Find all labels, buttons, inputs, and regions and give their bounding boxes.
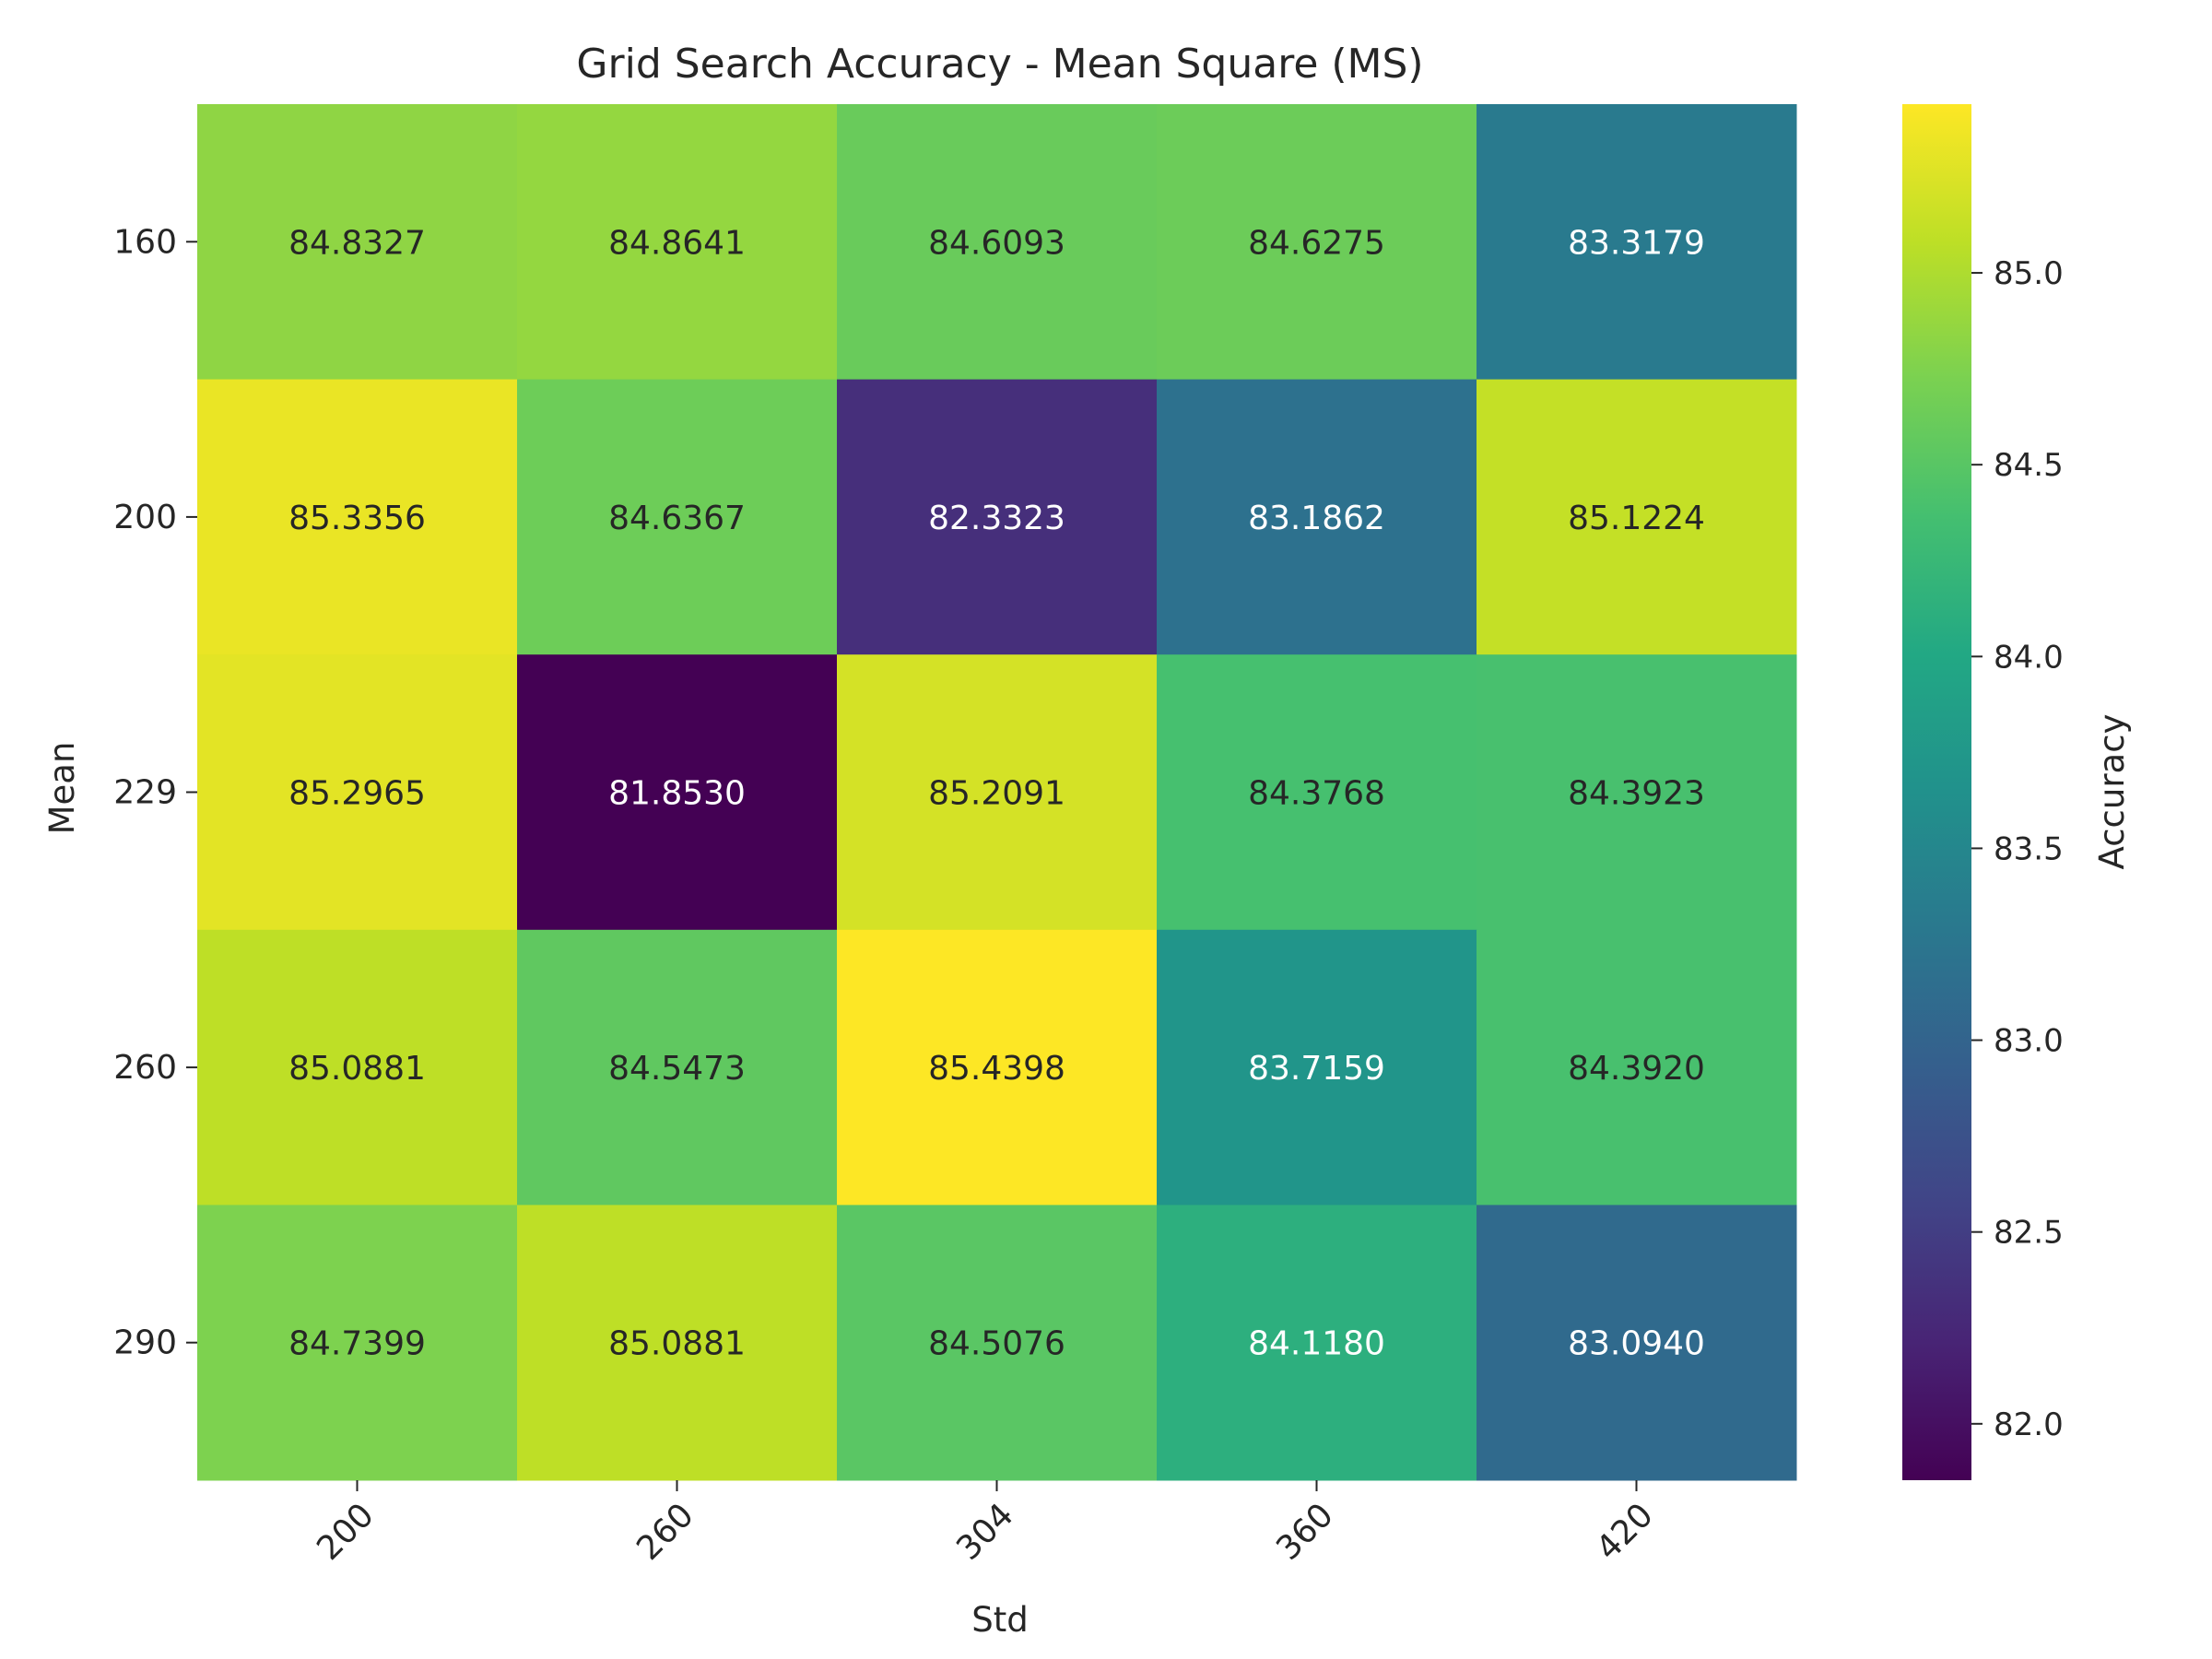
y-tick-label: 260: [113, 1049, 177, 1087]
heatmap-cell: [517, 379, 838, 655]
heatmap-cell: [517, 104, 838, 381]
cell-value-label: 84.6367: [608, 500, 746, 537]
cell-value-label: 85.2091: [928, 775, 1065, 813]
cell-value-label: 85.0881: [288, 1050, 426, 1088]
colorbar-tick-label: 82.0: [1994, 1406, 2064, 1443]
cell-value-label: 83.7159: [1248, 1050, 1385, 1088]
heatmap-cell: [197, 929, 518, 1206]
y-tick-label: 200: [113, 499, 177, 536]
cell-value-label: 84.3768: [1248, 775, 1385, 813]
cell-value-label: 84.3923: [1568, 775, 1705, 813]
chart-title: Grid Search Accuracy - Mean Square (MS): [576, 41, 1423, 88]
heatmap-cell: [197, 654, 518, 931]
cell-value-label: 81.8530: [608, 775, 746, 813]
cell-value-label: 84.6093: [928, 224, 1065, 262]
cell-value-label: 85.4398: [928, 1050, 1065, 1088]
x-axis-ticks: 200 260 304 360 420: [310, 1480, 1661, 1568]
colorbar-tick-label: 82.5: [1994, 1215, 2064, 1252]
colorbar-tick-label: 84.0: [1994, 639, 2064, 676]
cell-value-label: 84.5076: [928, 1325, 1065, 1363]
cell-value-label: 85.2965: [288, 775, 426, 813]
y-axis-ticks: 160 200 229 260 290: [113, 223, 197, 1362]
heatmap-cell: [517, 654, 838, 931]
y-axis-label: Mean: [42, 742, 82, 835]
heatmap-cell: [197, 1205, 518, 1481]
cell-value-label: 84.8327: [288, 224, 426, 262]
heatmap-cell: [837, 929, 1158, 1206]
cell-value-label: 84.6275: [1248, 224, 1385, 262]
heatmap-cell: [1157, 104, 1477, 381]
x-tick-label: 304: [949, 1496, 1021, 1568]
heatmap-cell: [1157, 1205, 1477, 1481]
heatmap-cell: [1157, 929, 1477, 1206]
cell-value-label: 85.1224: [1568, 500, 1705, 537]
x-tick-label: 200: [310, 1496, 382, 1568]
heatmap-cell: [1477, 379, 1797, 655]
cell-value-label: 83.3179: [1568, 224, 1705, 262]
heatmap-cell: [1477, 654, 1797, 931]
colorbar-label: Accuracy: [2092, 714, 2132, 870]
x-axis-label: Std: [971, 1600, 1028, 1640]
heatmap-cell: [837, 104, 1158, 381]
heatmap-cell: [1477, 104, 1797, 381]
cell-value-label: 84.5473: [608, 1050, 746, 1088]
heatmap-cell: [1157, 654, 1477, 931]
cell-value-label: 83.0940: [1568, 1325, 1705, 1363]
colorbar-ticks: 82.0 82.5 83.0 83.5 84.0 84.5 85.0: [1971, 255, 2064, 1443]
colorbar-tick-label: 83.5: [1994, 830, 2064, 867]
cell-value-label: 85.3356: [288, 500, 426, 537]
x-tick-label: 360: [1269, 1496, 1341, 1568]
cell-value-label: 84.3920: [1568, 1050, 1705, 1088]
y-tick-label: 160: [113, 223, 177, 261]
heatmap-cell: [197, 379, 518, 655]
cell-value-label: 85.0881: [608, 1325, 746, 1363]
colorbar-tick-label: 85.0: [1994, 255, 2064, 292]
heatmap-cell: [837, 654, 1158, 931]
x-tick-label: 420: [1589, 1496, 1661, 1568]
heatmap-cell: [837, 379, 1158, 655]
heatmap-cell: [1477, 1205, 1797, 1481]
heatmap-cell: [517, 929, 838, 1206]
cell-value-label: 84.7399: [288, 1325, 426, 1363]
heatmap-cell: [517, 1205, 838, 1481]
colorbar: [1902, 104, 1971, 1480]
x-tick-label: 260: [629, 1496, 701, 1568]
y-tick-label: 290: [113, 1324, 177, 1362]
cell-value-label: 84.8641: [608, 224, 746, 262]
heatmap-cell: [837, 1205, 1158, 1481]
heatmap-cells: 84.8327 84.8641 84.6093 84.6275 83.3179 85.33…: [197, 104, 1797, 1481]
cell-value-label: 84.1180: [1248, 1325, 1385, 1363]
heatmap-cell: [1157, 379, 1477, 655]
cell-value-label: 83.1862: [1248, 500, 1385, 537]
heatmap-cell: [197, 104, 518, 381]
cell-value-label: 82.3323: [928, 500, 1065, 537]
y-tick-label: 229: [113, 774, 177, 812]
heatmap-cell: [1477, 929, 1797, 1206]
colorbar-tick-label: 83.0: [1994, 1023, 2064, 1060]
colorbar-tick-label: 84.5: [1994, 447, 2064, 484]
